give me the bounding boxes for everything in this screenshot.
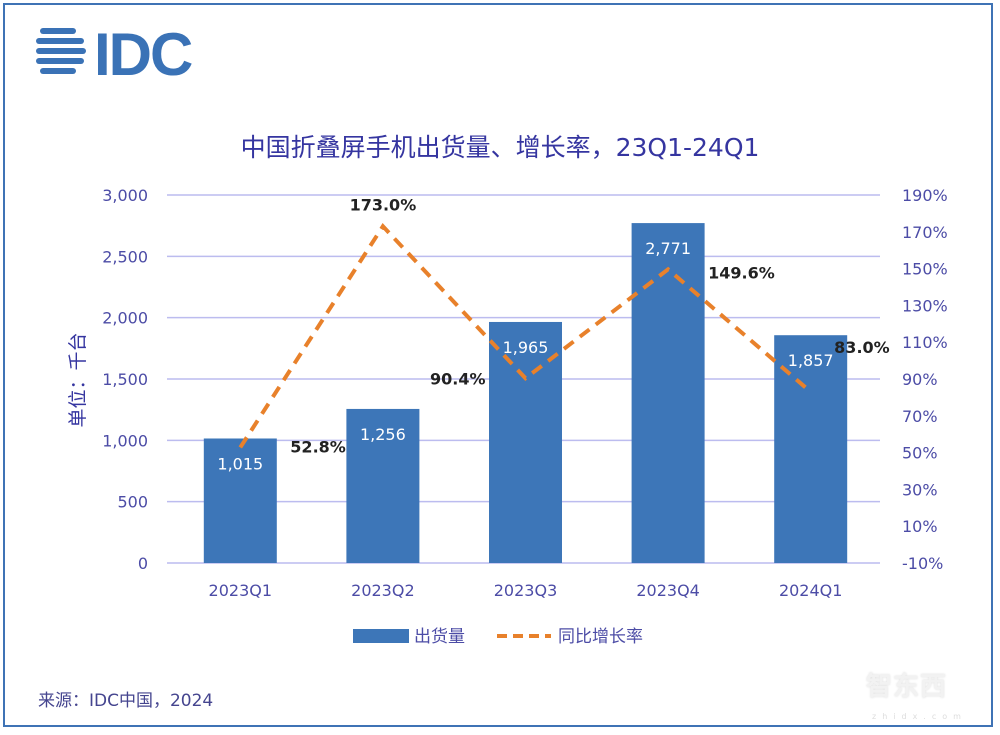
left-axis-tick: 2,500 — [102, 247, 148, 266]
right-axis-tick: 70% — [902, 407, 938, 426]
growth-value-label: 83.0% — [834, 338, 890, 357]
growth-value-label: 173.0% — [350, 195, 417, 214]
y-axis-label: 单位：千台 — [67, 332, 89, 427]
bar-value-label: 1,256 — [360, 425, 406, 444]
right-axis-tick: 150% — [902, 260, 948, 279]
right-axis-tick: 90% — [902, 370, 938, 389]
left-axis-tick: 3,000 — [102, 186, 148, 205]
left-axis-tick: 1,500 — [102, 370, 148, 389]
left-axis-tick: 0 — [138, 554, 148, 573]
watermark-sub: zhidx.com — [872, 712, 967, 721]
bar-value-label: 1,015 — [217, 454, 263, 473]
legend-bar-swatch — [353, 629, 409, 643]
right-axis-tick: 50% — [902, 444, 938, 463]
watermark: 智东西 — [866, 672, 948, 702]
svg-text:IDC: IDC — [94, 22, 192, 78]
legend: 出货量 同比增长率 — [353, 627, 643, 647]
right-axis-tick: 110% — [902, 333, 948, 352]
idc-logo: IDC — [36, 21, 216, 88]
left-axis-tick: 2,000 — [102, 309, 148, 328]
bar-value-label: 1,857 — [788, 351, 834, 370]
x-axis-tick: 2023Q3 — [494, 581, 558, 600]
right-axis-tick: 30% — [902, 480, 938, 499]
x-axis-tick: 2024Q1 — [779, 581, 843, 600]
bar-2023Q1 — [203, 438, 277, 563]
growth-value-label: 52.8% — [290, 437, 346, 456]
x-axis-tick: 2023Q1 — [209, 581, 273, 600]
chart-title: 中国折叠屏手机出货量、增长率，23Q1-24Q1 — [240, 133, 760, 162]
x-axis-tick: 2023Q2 — [351, 581, 415, 600]
bar-2023Q2 — [346, 408, 420, 563]
legend-label-shipments: 出货量 — [414, 627, 465, 647]
right-axis-tick: -10% — [902, 554, 943, 573]
x-axis-tick: 2023Q4 — [636, 581, 700, 600]
right-axis-tick: 170% — [902, 223, 948, 242]
right-axis-tick: 130% — [902, 296, 948, 315]
growth-value-label: 90.4% — [430, 369, 486, 388]
bar-value-label: 2,771 — [645, 239, 691, 258]
source-note: 来源：IDC中国，2024 — [38, 691, 214, 711]
legend-label-growth: 同比增长率 — [558, 627, 643, 647]
growth-line — [238, 223, 813, 449]
right-axis-tick: 190% — [902, 186, 948, 205]
bar-2023Q4 — [631, 223, 705, 563]
bar-value-label: 1,965 — [503, 338, 549, 357]
right-axis-tick: 10% — [902, 517, 938, 536]
left-axis-tick: 1,000 — [102, 431, 148, 450]
growth-value-label: 149.6% — [708, 263, 775, 282]
left-axis-tick: 500 — [117, 493, 148, 512]
